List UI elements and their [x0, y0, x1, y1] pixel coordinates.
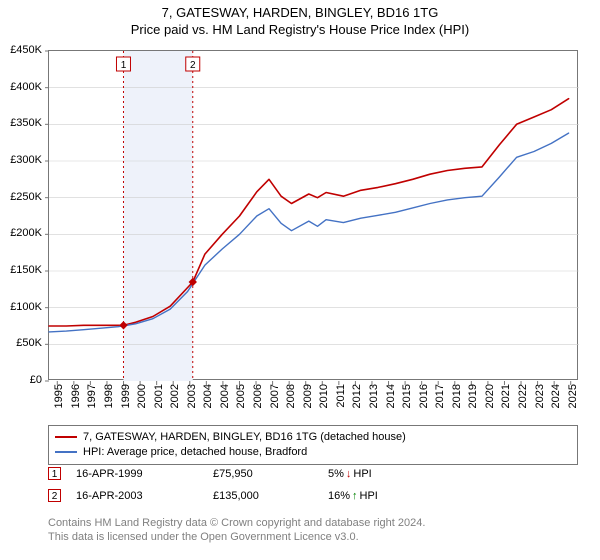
y-tick-label: £200K — [0, 227, 42, 239]
attribution: Contains HM Land Registry data © Crown c… — [48, 516, 425, 545]
arrow-up-icon: ↑ — [352, 490, 358, 502]
x-tick-label: 2020 — [484, 384, 496, 418]
sale-event-row: 2 16-APR-2003 £135,000 16%↑ HPI — [48, 489, 578, 502]
legend-item: HPI: Average price, detached house, Brad… — [55, 445, 571, 460]
figure: 7, GATESWAY, HARDEN, BINGLEY, BD16 1TG P… — [0, 0, 600, 560]
chart-title: 7, GATESWAY, HARDEN, BINGLEY, BD16 1TG — [0, 0, 600, 22]
x-tick-label: 2004 — [202, 384, 214, 418]
x-tick-label: 2025 — [567, 384, 579, 418]
legend: 7, GATESWAY, HARDEN, BINGLEY, BD16 1TG (… — [48, 425, 578, 465]
sale-price: £75,950 — [213, 468, 253, 480]
sale-event-row: 1 16-APR-1999 £75,950 5%↓ HPI — [48, 467, 578, 480]
attribution-line2: This data is licensed under the Open Gov… — [48, 530, 425, 544]
chart-plot-area: 12 — [48, 50, 578, 380]
sale-number-box: 1 — [48, 467, 61, 480]
x-tick-label: 2005 — [235, 384, 247, 418]
x-tick-label: 2013 — [368, 384, 380, 418]
y-tick-label: £50K — [0, 337, 42, 349]
chart-subtitle: Price paid vs. HM Land Registry's House … — [0, 22, 600, 37]
x-tick-label: 2009 — [302, 384, 314, 418]
y-tick-label: £150K — [0, 264, 42, 276]
legend-label: HPI: Average price, detached house, Brad… — [83, 445, 307, 460]
x-tick-label: 2018 — [451, 384, 463, 418]
sale-vs-label: HPI — [353, 468, 371, 480]
x-tick-label: 2014 — [385, 384, 397, 418]
x-tick-label: 2000 — [136, 384, 148, 418]
y-tick-label: £0 — [0, 374, 42, 386]
legend-item: 7, GATESWAY, HARDEN, BINGLEY, BD16 1TG (… — [55, 430, 571, 445]
x-tick-label: 2010 — [318, 384, 330, 418]
y-tick-label: £450K — [0, 44, 42, 56]
x-tick-label: 2007 — [269, 384, 281, 418]
sale-vs-hpi: 5%↓ HPI — [328, 468, 372, 480]
sale-price: £135,000 — [213, 490, 259, 502]
y-tick-label: £350K — [0, 117, 42, 129]
y-tick-label: £100K — [0, 301, 42, 313]
x-tick-label: 2002 — [169, 384, 181, 418]
y-tick-label: £300K — [0, 154, 42, 166]
sale-date: 16-APR-2003 — [76, 490, 143, 502]
y-tick-label: £400K — [0, 81, 42, 93]
x-tick-label: 1999 — [120, 384, 132, 418]
x-tick-label: 2015 — [401, 384, 413, 418]
x-tick-label: 2019 — [467, 384, 479, 418]
x-tick-label: 1995 — [53, 384, 65, 418]
x-tick-label: 2008 — [285, 384, 297, 418]
legend-swatch — [55, 436, 77, 438]
sale-date: 16-APR-1999 — [76, 468, 143, 480]
sale-vs-hpi: 16%↑ HPI — [328, 490, 378, 502]
x-tick-label: 2021 — [500, 384, 512, 418]
x-tick-label: 2023 — [534, 384, 546, 418]
svg-text:2: 2 — [190, 60, 196, 71]
legend-label: 7, GATESWAY, HARDEN, BINGLEY, BD16 1TG (… — [83, 430, 406, 445]
sale-vs-label: HPI — [360, 490, 378, 502]
y-tick-label: £250K — [0, 191, 42, 203]
x-tick-label: 2003 — [186, 384, 198, 418]
sale-number-box: 2 — [48, 489, 61, 502]
sale-pct-value: 5% — [328, 468, 344, 480]
x-tick-label: 2022 — [517, 384, 529, 418]
x-tick-label: 1996 — [70, 384, 82, 418]
x-tick-label: 1998 — [103, 384, 115, 418]
x-tick-label: 2012 — [351, 384, 363, 418]
x-tick-label: 2024 — [550, 384, 562, 418]
x-tick-label: 1997 — [86, 384, 98, 418]
x-tick-label: 2016 — [418, 384, 430, 418]
x-tick-label: 2001 — [153, 384, 165, 418]
chart-svg: 12 — [49, 51, 579, 381]
arrow-down-icon: ↓ — [346, 468, 352, 480]
x-tick-label: 2004 — [219, 384, 231, 418]
svg-text:1: 1 — [121, 60, 127, 71]
x-tick-label: 2011 — [335, 384, 347, 418]
x-tick-label: 2006 — [252, 384, 264, 418]
x-tick-label: 2017 — [434, 384, 446, 418]
sale-pct-value: 16% — [328, 490, 350, 502]
legend-swatch — [55, 451, 77, 453]
attribution-line1: Contains HM Land Registry data © Crown c… — [48, 516, 425, 530]
